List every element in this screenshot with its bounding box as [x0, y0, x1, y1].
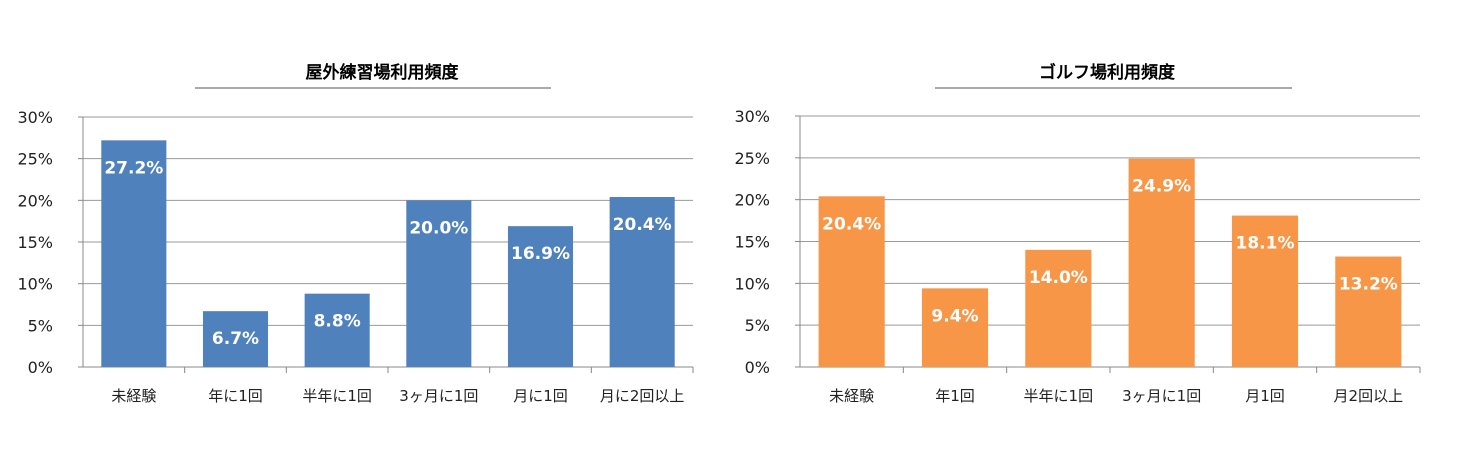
data-label: 9.4% [931, 306, 978, 326]
data-label: 20.4% [613, 215, 672, 235]
y-tick-label: 20% [734, 191, 770, 210]
y-tick-label: 10% [17, 275, 53, 294]
y-tick-label: 15% [17, 233, 53, 252]
chart-svg-golf-course: ゴルフ場利用頻度 0% 5% 10% 15% 20% 25% 30% 未経験 20.4% 年1回… [734, 62, 1421, 405]
y-tick-label: 30% [17, 108, 53, 127]
x-tick-label: 年に1回 [208, 387, 263, 405]
bar [1025, 249, 1092, 367]
data-label: 14.0% [1029, 268, 1088, 288]
data-label: 6.7% [212, 329, 259, 349]
x-tick-label: 3ヶ月に1回 [399, 387, 478, 405]
x-tick-label: 半年に1回 [1024, 387, 1094, 405]
y-tick-label: 15% [734, 233, 770, 252]
bar [1231, 215, 1299, 367]
x-tick-label: 月に2回以上 [600, 387, 685, 405]
y-tick-label: 20% [17, 191, 53, 210]
data-label: 13.2% [1339, 275, 1398, 295]
data-label: 20.4% [822, 214, 881, 234]
x-tick-label: 未経験 [829, 387, 874, 405]
bar [609, 197, 675, 367]
data-label: 20.0% [409, 218, 468, 238]
data-label: 16.9% [511, 244, 570, 264]
x-tick-label: 3ヶ月に1回 [1122, 387, 1201, 405]
y-tick-label: 10% [734, 274, 770, 293]
x-tick-label: 月2回以上 [1334, 387, 1404, 405]
data-label: 27.2% [104, 158, 163, 178]
bar [507, 226, 574, 367]
bar [304, 293, 370, 367]
x-tick-label: 月に1回 [513, 387, 568, 405]
y-tick-label: 25% [17, 150, 53, 169]
y-tick-label: 5% [745, 316, 770, 335]
data-label: 24.9% [1132, 177, 1191, 197]
x-tick-label: 年1回 [935, 387, 975, 405]
x-tick-label: 未経験 [111, 387, 156, 405]
chart-golf-course: ゴルフ場利用頻度 0% 5% 10% 15% 20% 25% 30% 未経験 20.4% 年1回… [720, 0, 1465, 476]
y-tick-label: 0% [745, 358, 770, 377]
x-tick-label: 半年に1回 [302, 387, 372, 405]
bar [921, 288, 989, 367]
bar [1335, 256, 1402, 367]
data-label: 18.1% [1236, 234, 1295, 254]
chart-title: 屋外練習場利用頻度 [306, 62, 460, 83]
bar [818, 196, 885, 367]
x-tick-label: 月1回 [1245, 387, 1285, 405]
y-tick-label: 0% [28, 358, 53, 377]
data-label: 8.8% [314, 312, 361, 332]
y-tick-label: 25% [734, 149, 770, 168]
chart-title: ゴルフ場利用頻度 [1039, 62, 1176, 83]
bar [101, 140, 167, 367]
bar [1128, 158, 1195, 367]
y-tick-label: 5% [28, 316, 53, 335]
y-tick-label: 30% [734, 107, 770, 126]
chart-outdoor-range: 屋外練習場利用頻度 0% 5% 10% 15% 20% 25% 30% 未経験 27.2% 年に… [0, 0, 732, 476]
bar [406, 200, 472, 367]
bar [202, 311, 269, 367]
chart-svg-outdoor-range: 屋外練習場利用頻度 0% 5% 10% 15% 20% 25% 30% 未経験 27.2% 年に… [17, 62, 694, 405]
